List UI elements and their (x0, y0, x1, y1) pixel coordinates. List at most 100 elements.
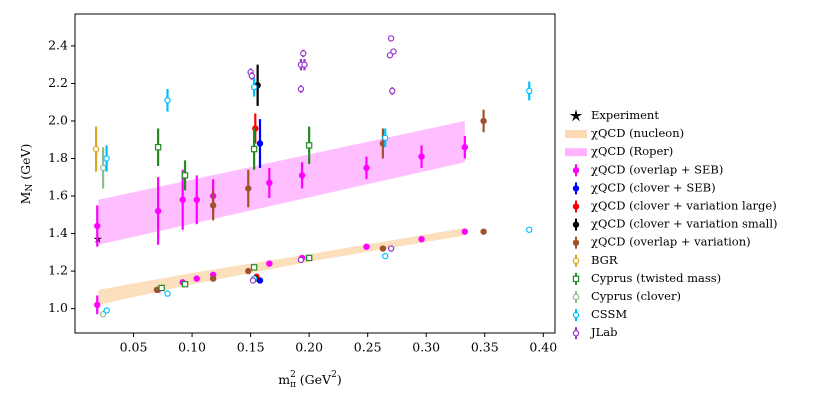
data-point (266, 179, 273, 187)
data-point (164, 290, 171, 297)
data-point (103, 155, 110, 162)
legend-label: χQCD (Roper) (591, 144, 673, 158)
data-point (461, 144, 469, 151)
data-point (297, 85, 305, 93)
legend-swatch (565, 148, 587, 157)
legend-marker (572, 311, 580, 319)
data-point (209, 275, 217, 282)
data-point (179, 196, 186, 203)
data-point (154, 144, 162, 151)
data-point (250, 264, 258, 271)
data-point (94, 301, 101, 309)
plot-frame (74, 13, 556, 334)
legend-label: χQCD (clover + SEB) (591, 180, 716, 194)
x-tick-label: 0.05 (120, 340, 148, 355)
data-point (480, 228, 487, 235)
x-label-part: m (278, 372, 290, 387)
y-tick-label: 1.6 (48, 188, 68, 203)
data-point (297, 256, 305, 264)
data-point (181, 172, 189, 179)
data-point (298, 172, 306, 179)
data-point (390, 48, 397, 55)
legend-label: CSSM (591, 307, 627, 321)
y-tick-label: 1.8 (48, 150, 68, 165)
band (98, 227, 465, 305)
data-point (245, 267, 252, 275)
data-point (480, 117, 487, 125)
data-point (526, 87, 533, 95)
data-point (305, 254, 313, 262)
x-label-part: 2 (290, 370, 296, 380)
band (98, 120, 465, 245)
x-tick-label: 0.40 (529, 340, 557, 355)
y-tick-label: 1.4 (48, 225, 68, 240)
data-point (92, 145, 100, 153)
legend-label: χQCD (clover + variation large) (591, 199, 777, 213)
x-tick-label: 0.20 (295, 340, 323, 355)
legend: Experiment χQCD (nucleon) χQCD (Roper) χQCD… (565, 108, 778, 340)
data-point (382, 134, 389, 142)
data-point (209, 202, 217, 209)
y-label-part: N (25, 184, 35, 192)
y-label-part: M (18, 191, 33, 204)
x-label-part: ) (337, 372, 342, 387)
legend-marker (572, 185, 580, 192)
legend-marker (572, 203, 580, 210)
data-point (154, 207, 162, 215)
data-point (94, 222, 101, 230)
data-point (305, 142, 313, 149)
data-point (387, 35, 395, 42)
legend-swatch (565, 130, 587, 139)
data-point (245, 185, 252, 192)
x-label-part: (GeV (296, 372, 332, 387)
x-label-part: π (290, 380, 296, 390)
legend-label: χQCD (overlap + variation) (591, 235, 751, 249)
legend-label: χQCD (overlap + SEB) (591, 162, 723, 176)
x-axis-label: mπ2 (GeV2) (278, 370, 341, 390)
data-point (266, 260, 273, 267)
data-point (250, 83, 258, 91)
data-point (363, 164, 370, 172)
data-point (250, 145, 258, 153)
legend-label: JLab (590, 325, 617, 339)
data-point (418, 153, 425, 160)
data-point (103, 307, 110, 314)
data-point (248, 72, 255, 80)
legend-marker (572, 167, 580, 174)
data-point (363, 243, 370, 250)
data-point (158, 284, 165, 292)
y-axis-label: MN (GeV) (18, 144, 35, 205)
data-point (99, 311, 107, 318)
y-tick-label: 1.2 (48, 263, 68, 278)
x-label-part: 2 (331, 370, 337, 380)
legend-marker (572, 221, 580, 228)
data-point (526, 226, 533, 233)
legend-label: χQCD (clover + variation small) (591, 217, 778, 231)
data-point (387, 245, 395, 252)
data-point (99, 164, 107, 172)
data-point (389, 87, 396, 95)
data-point (461, 228, 469, 235)
data-point (193, 196, 200, 203)
legend-label: Cyprus (clover) (591, 289, 681, 303)
legend-marker (572, 257, 580, 264)
x-tick-label: 0.30 (412, 340, 440, 355)
y-tick-label: 1.0 (48, 300, 68, 315)
data-point (164, 97, 171, 104)
legend-label: Cyprus (twisted mass) (591, 271, 721, 285)
legend-label: Experiment (591, 108, 659, 122)
x-tick-label: 0.25 (354, 340, 382, 355)
data-point (379, 245, 387, 252)
y-tick-label: 2.2 (48, 75, 68, 90)
legend-label: χQCD (nucleon) (591, 126, 684, 140)
data-point (418, 235, 425, 243)
data-point (249, 277, 257, 284)
x-tick-label: 0.35 (471, 340, 499, 355)
legend-marker (572, 293, 580, 301)
y-tick-label: 2.0 (48, 112, 68, 127)
legend-marker (572, 330, 580, 337)
x-tick-label: 0.10 (178, 340, 206, 355)
data-point (181, 281, 189, 288)
data-point (382, 252, 389, 260)
